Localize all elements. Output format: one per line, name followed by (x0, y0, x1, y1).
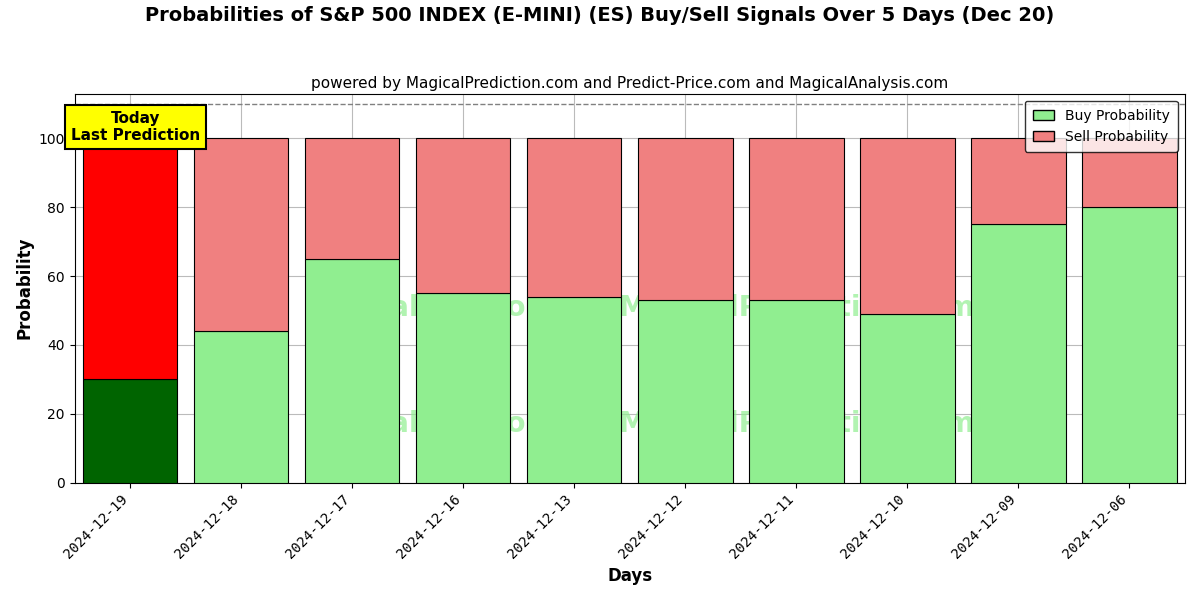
Bar (860, 139, 955, 314)
Bar (749, 139, 844, 300)
Bar (416, 139, 510, 293)
Bar (194, 331, 288, 482)
Bar (971, 139, 1066, 224)
Bar (194, 139, 288, 331)
Bar (83, 379, 178, 482)
Bar (305, 139, 400, 259)
Text: MagicalPrediction.com: MagicalPrediction.com (618, 293, 974, 322)
Text: MagicalPrediction.com: MagicalPrediction.com (618, 410, 974, 438)
Y-axis label: Probability: Probability (16, 237, 34, 340)
Text: Probabilities of S&P 500 INDEX (E-MINI) (ES) Buy/Sell Signals Over 5 Days (Dec 2: Probabilities of S&P 500 INDEX (E-MINI) … (145, 6, 1055, 25)
Bar (527, 296, 622, 482)
Bar (1082, 139, 1177, 207)
Text: calAnalysis.com: calAnalysis.com (305, 410, 556, 438)
Bar (971, 224, 1066, 482)
Text: calAnalysis.com: calAnalysis.com (305, 293, 556, 322)
Bar (860, 314, 955, 482)
Bar (1082, 207, 1177, 482)
Bar (305, 259, 400, 482)
Bar (638, 139, 732, 300)
Text: Today
Last Prediction: Today Last Prediction (71, 111, 200, 143)
Bar (416, 293, 510, 482)
Title: powered by MagicalPrediction.com and Predict-Price.com and MagicalAnalysis.com: powered by MagicalPrediction.com and Pre… (311, 76, 948, 91)
Bar (638, 300, 732, 482)
Legend: Buy Probability, Sell Probability: Buy Probability, Sell Probability (1025, 101, 1178, 152)
Bar (83, 139, 178, 379)
Bar (749, 300, 844, 482)
X-axis label: Days: Days (607, 567, 653, 585)
Bar (527, 139, 622, 296)
